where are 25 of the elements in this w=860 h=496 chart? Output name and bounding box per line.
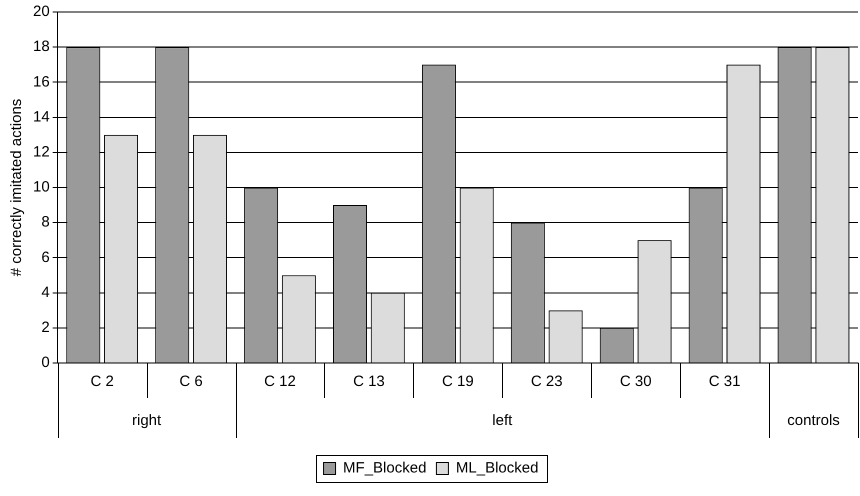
text: right [132, 412, 162, 430]
x-tick-label: C 2 [90, 373, 114, 390]
y-tick-label: 4 [41, 284, 50, 301]
legend-label: MF_Blocked [343, 460, 426, 477]
y-axis-title: # correctly imitated actions [8, 98, 26, 276]
y-tick-label: 8 [41, 214, 50, 231]
x-tick-label: C 6 [179, 373, 203, 390]
text: controls [787, 412, 840, 430]
y-tick-label: 6 [41, 248, 50, 266]
text: left [492, 412, 514, 430]
x-tick-label: C 19 [442, 373, 474, 390]
x-tick-label: C 12 [264, 373, 296, 390]
x-tick-label: C 31 [708, 373, 740, 390]
x-tick-label: C 23 [530, 373, 563, 390]
y-tick-label: 20 [32, 3, 50, 20]
y-tick-label: 14 [32, 108, 50, 126]
x-tick-label: C 30 [620, 373, 652, 390]
y-tick-label: 2 [41, 319, 50, 336]
y-tick-label: 12 [32, 144, 50, 161]
y-tick-label: 0 [41, 354, 50, 372]
y-tick-label: 10 [32, 178, 50, 196]
x-tick-label: C 13 [353, 373, 385, 390]
legend-label: ML_Blocked [456, 460, 538, 477]
y-tick-label: 16 [32, 73, 50, 90]
y-tick-label: 18 [32, 38, 50, 56]
